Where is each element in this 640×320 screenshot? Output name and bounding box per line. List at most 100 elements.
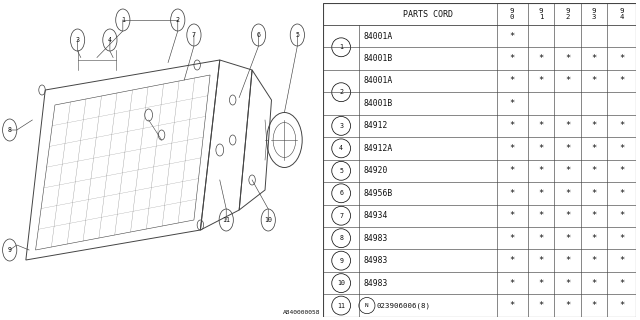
Text: *: * bbox=[538, 121, 543, 130]
Text: 7: 7 bbox=[192, 32, 196, 38]
Text: *: * bbox=[565, 166, 570, 175]
Text: *: * bbox=[509, 301, 515, 310]
Text: 1: 1 bbox=[339, 44, 343, 50]
Text: 2: 2 bbox=[176, 17, 180, 23]
Text: *: * bbox=[591, 211, 596, 220]
Text: *: * bbox=[591, 76, 596, 85]
Text: 5: 5 bbox=[339, 168, 343, 174]
Text: 023906006(8): 023906006(8) bbox=[376, 302, 431, 309]
Text: *: * bbox=[538, 54, 543, 63]
Text: PARTS CORD: PARTS CORD bbox=[403, 10, 453, 19]
Text: *: * bbox=[591, 234, 596, 243]
Text: 84912A: 84912A bbox=[364, 144, 393, 153]
Text: *: * bbox=[538, 76, 543, 85]
Text: 9: 9 bbox=[8, 247, 12, 253]
Text: *: * bbox=[565, 54, 570, 63]
Text: *: * bbox=[619, 301, 624, 310]
Text: 9
1: 9 1 bbox=[539, 8, 543, 20]
Text: *: * bbox=[565, 76, 570, 85]
Text: 11: 11 bbox=[222, 217, 230, 223]
Text: *: * bbox=[509, 76, 515, 85]
Text: *: * bbox=[591, 256, 596, 265]
Text: 84934: 84934 bbox=[364, 211, 388, 220]
Text: A840000058: A840000058 bbox=[282, 310, 320, 315]
Text: 3: 3 bbox=[76, 37, 79, 43]
Text: *: * bbox=[509, 121, 515, 130]
Text: 10: 10 bbox=[264, 217, 272, 223]
Text: *: * bbox=[591, 189, 596, 198]
Text: 84001B: 84001B bbox=[364, 54, 393, 63]
Text: 9: 9 bbox=[339, 258, 343, 264]
Text: *: * bbox=[591, 166, 596, 175]
Text: 84956B: 84956B bbox=[364, 189, 393, 198]
Text: *: * bbox=[538, 279, 543, 288]
Text: 10: 10 bbox=[337, 280, 345, 286]
Text: *: * bbox=[565, 189, 570, 198]
Text: *: * bbox=[538, 189, 543, 198]
Text: 9
3: 9 3 bbox=[592, 8, 596, 20]
Text: 84920: 84920 bbox=[364, 166, 388, 175]
Text: 6: 6 bbox=[339, 190, 343, 196]
Text: 5: 5 bbox=[295, 32, 300, 38]
Text: *: * bbox=[565, 121, 570, 130]
Text: 84983: 84983 bbox=[364, 256, 388, 265]
Text: *: * bbox=[619, 256, 624, 265]
Text: 1: 1 bbox=[121, 17, 125, 23]
Text: *: * bbox=[565, 301, 570, 310]
Text: *: * bbox=[538, 144, 543, 153]
Text: *: * bbox=[565, 256, 570, 265]
Text: *: * bbox=[591, 54, 596, 63]
Text: *: * bbox=[509, 279, 515, 288]
Text: 84001A: 84001A bbox=[364, 76, 393, 85]
Text: *: * bbox=[619, 234, 624, 243]
Text: *: * bbox=[565, 211, 570, 220]
Text: *: * bbox=[591, 144, 596, 153]
Text: 84001B: 84001B bbox=[364, 99, 393, 108]
Text: 4: 4 bbox=[108, 37, 112, 43]
Text: 84983: 84983 bbox=[364, 234, 388, 243]
Text: *: * bbox=[619, 54, 624, 63]
Text: *: * bbox=[509, 211, 515, 220]
Text: 11: 11 bbox=[337, 303, 345, 308]
Text: *: * bbox=[619, 279, 624, 288]
Text: 8: 8 bbox=[8, 127, 12, 133]
Text: *: * bbox=[509, 189, 515, 198]
Text: *: * bbox=[591, 301, 596, 310]
Text: N: N bbox=[365, 303, 369, 308]
Text: *: * bbox=[509, 32, 515, 41]
Text: *: * bbox=[619, 121, 624, 130]
Text: *: * bbox=[619, 211, 624, 220]
Text: *: * bbox=[509, 166, 515, 175]
Text: *: * bbox=[591, 279, 596, 288]
Text: *: * bbox=[619, 166, 624, 175]
Text: *: * bbox=[538, 166, 543, 175]
Text: *: * bbox=[538, 234, 543, 243]
Text: *: * bbox=[509, 234, 515, 243]
Text: *: * bbox=[565, 279, 570, 288]
Text: *: * bbox=[509, 144, 515, 153]
Text: 9
2: 9 2 bbox=[565, 8, 570, 20]
Text: *: * bbox=[619, 76, 624, 85]
Text: *: * bbox=[538, 211, 543, 220]
Text: 7: 7 bbox=[339, 213, 343, 219]
Text: 84912: 84912 bbox=[364, 121, 388, 130]
Text: 84983: 84983 bbox=[364, 279, 388, 288]
Text: *: * bbox=[509, 54, 515, 63]
Text: 2: 2 bbox=[339, 89, 343, 95]
Text: 8: 8 bbox=[339, 235, 343, 241]
Text: 9
0: 9 0 bbox=[510, 8, 515, 20]
Text: *: * bbox=[565, 234, 570, 243]
Text: *: * bbox=[509, 99, 515, 108]
Text: *: * bbox=[619, 189, 624, 198]
Text: 6: 6 bbox=[257, 32, 260, 38]
Text: 4: 4 bbox=[339, 145, 343, 151]
Text: *: * bbox=[538, 301, 543, 310]
Text: *: * bbox=[565, 144, 570, 153]
Text: *: * bbox=[591, 121, 596, 130]
Text: 84001A: 84001A bbox=[364, 32, 393, 41]
Text: 3: 3 bbox=[339, 123, 343, 129]
Text: 9
4: 9 4 bbox=[620, 8, 624, 20]
Text: *: * bbox=[619, 144, 624, 153]
Text: *: * bbox=[509, 256, 515, 265]
Text: *: * bbox=[538, 256, 543, 265]
